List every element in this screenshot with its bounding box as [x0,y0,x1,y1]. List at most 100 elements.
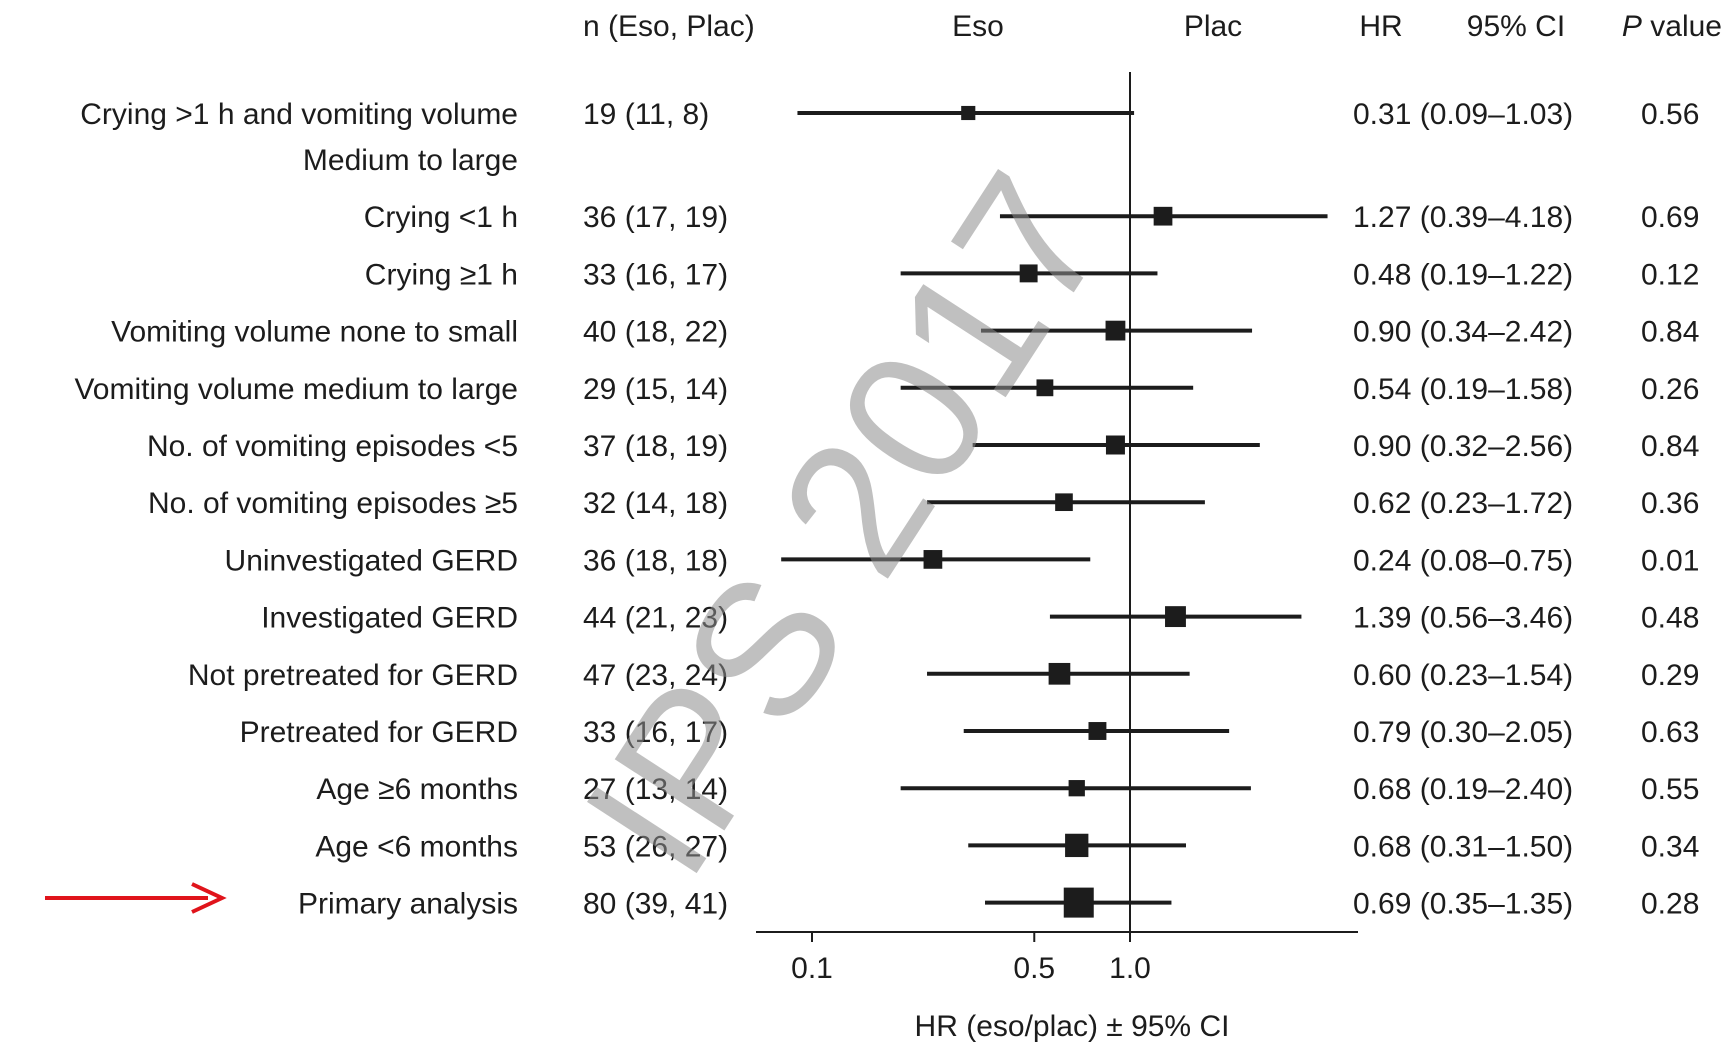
row-n: 47 (23, 24) [583,659,728,692]
row-n: 37 (18, 19) [583,430,728,463]
row-n: 33 (16, 17) [583,716,728,749]
row-n: 53 (26, 27) [583,830,728,863]
row-label: No. of vomiting episodes <5 [147,430,518,463]
row-label: Pretreated for GERD [240,716,518,749]
hr-point [923,550,943,569]
row-hr-ci: 1.27 (0.39–4.18) [1353,201,1573,234]
hr-point [1088,722,1107,740]
row-p-value: 0.84 [1641,430,1699,463]
row-label: No. of vomiting episodes ≥5 [148,487,518,520]
row-p-value: 0.26 [1641,373,1699,406]
row-n: 32 (14, 18) [583,487,728,520]
header-favors-plac: Plac [1184,10,1242,43]
row-p-value: 0.63 [1641,716,1699,749]
forest-row: Vomiting volume medium to large 29 (15, 1… [74,373,1699,406]
header-ci: 95% CI [1467,10,1565,43]
forest-row: Crying <1 h 36 (17, 19) 1.27 (0.39–4.18) 0.… [364,201,1700,234]
row-label: Age ≥6 months [316,773,518,806]
header-n: n (Eso, Plac) [583,10,755,43]
header-p-value: P value [1622,10,1722,43]
row-p-value: 0.84 [1641,316,1699,349]
hr-point [1153,206,1173,226]
forest-row: Vomiting volume none to small 40 (18, 22)… [111,316,1699,349]
row-label: Vomiting volume none to small [111,316,518,349]
row-n: 36 (18, 18) [583,544,728,577]
hr-point [1065,833,1089,858]
header-p-italic: P [1622,10,1642,43]
hr-point [1036,379,1054,397]
row-p-value: 0.56 [1641,98,1699,131]
hr-point [1068,780,1085,797]
x-tick-label: 0.1 [791,952,833,985]
forest-rows: Crying >1 h and vomiting volume Medium to… [74,98,1699,921]
row-n: 19 (11, 8) [583,98,709,131]
x-axis-title: HR (eso/plac) ± 95% CI [915,1010,1230,1043]
forest-row: Age <6 months 53 (26, 27) 0.68 (0.31–1.50)… [315,830,1699,863]
row-label: Crying >1 h and vomiting volume [80,98,518,131]
row-p-value: 0.34 [1641,830,1699,863]
hr-point [1048,662,1071,685]
hr-point [1105,435,1125,455]
primary-analysis-arrow [45,882,227,914]
forest-row: Crying ≥1 h 33 (16, 17) 0.48 (0.19–1.22) 0.… [365,258,1700,291]
row-n: 36 (17, 19) [583,201,728,234]
forest-row: Uninvestigated GERD 36 (18, 18) 0.24 (0.08… [225,544,1700,577]
header-hr: HR [1359,10,1402,43]
forest-row: No. of vomiting episodes <5 37 (18, 19) 0.… [147,430,1699,463]
forest-row: Investigated GERD 44 (21, 23) 1.39 (0.56–3… [261,602,1699,635]
x-tick-label: 0.5 [1013,952,1055,985]
forest-row: Not pretreated for GERD 47 (23, 24) 0.60 (… [188,659,1700,692]
row-hr-ci: 0.62 (0.23–1.72) [1353,487,1573,520]
row-n: 33 (16, 17) [583,258,728,291]
row-label: Not pretreated for GERD [188,659,518,692]
forest-row: Crying >1 h and vomiting volume Medium to… [80,98,1699,177]
row-hr-ci: 0.90 (0.32–2.56) [1353,430,1573,463]
row-p-value: 0.69 [1641,201,1699,234]
forest-row: Age ≥6 months 27 (13, 14) 0.68 (0.19–2.40)… [316,773,1699,806]
row-n: 44 (21, 23) [583,602,728,635]
row-p-value: 0.48 [1641,602,1699,635]
row-p-value: 0.12 [1641,258,1699,291]
row-hr-ci: 0.68 (0.31–1.50) [1353,830,1573,863]
row-p-value: 0.29 [1641,659,1699,692]
x-axis: 0.1 0.5 1.0 HR (eso/plac) ± 95% CI [756,72,1358,1043]
row-label: Vomiting volume medium to large [74,373,518,406]
hr-point [1105,320,1126,341]
row-p-value: 0.28 [1641,888,1699,921]
hr-point [1019,264,1038,283]
row-hr-ci: 0.48 (0.19–1.22) [1353,258,1573,291]
row-n: 40 (18, 22) [583,316,728,349]
forest-row: Primary analysis 80 (39, 41) 0.69 (0.35–1.… [298,887,1699,921]
row-label: Crying ≥1 h [365,258,518,291]
row-hr-ci: 0.69 (0.35–1.35) [1353,888,1573,921]
row-hr-ci: 0.54 (0.19–1.58) [1353,373,1573,406]
hr-point [1055,493,1073,512]
row-hr-ci: 0.31 (0.09–1.03) [1353,98,1573,131]
forest-row: No. of vomiting episodes ≥5 32 (14, 18) 0.… [148,487,1699,520]
row-label: Primary analysis [298,888,518,921]
row-n: 80 (39, 41) [583,888,728,921]
watermark-text: IPS 2017 [544,139,1148,910]
forest-row: Pretreated for GERD 33 (16, 17) 0.79 (0.30… [240,716,1700,749]
row-n: 29 (15, 14) [583,373,728,406]
x-tick-label: 1.0 [1109,952,1151,985]
row-hr-ci: 0.60 (0.23–1.54) [1353,659,1573,692]
row-hr-ci: 1.39 (0.56–3.46) [1353,602,1573,635]
row-n: 27 (13, 14) [583,773,728,806]
row-label: Crying <1 h [364,201,518,234]
row-label: Age <6 months [315,830,518,863]
row-label: Uninvestigated GERD [225,544,518,577]
row-label-line2: Medium to large [303,144,518,177]
row-p-value: 0.01 [1641,544,1699,577]
hr-point [961,105,976,121]
row-p-value: 0.55 [1641,773,1699,806]
row-hr-ci: 0.79 (0.30–2.05) [1353,716,1573,749]
row-label: Investigated GERD [261,602,518,635]
header-p-rest: value [1642,10,1722,43]
header-favors-eso: Eso [952,10,1004,43]
hr-point [1063,887,1094,918]
hr-point [1165,606,1186,628]
row-hr-ci: 0.68 (0.19–2.40) [1353,773,1573,806]
row-hr-ci: 0.90 (0.34–2.42) [1353,316,1573,349]
